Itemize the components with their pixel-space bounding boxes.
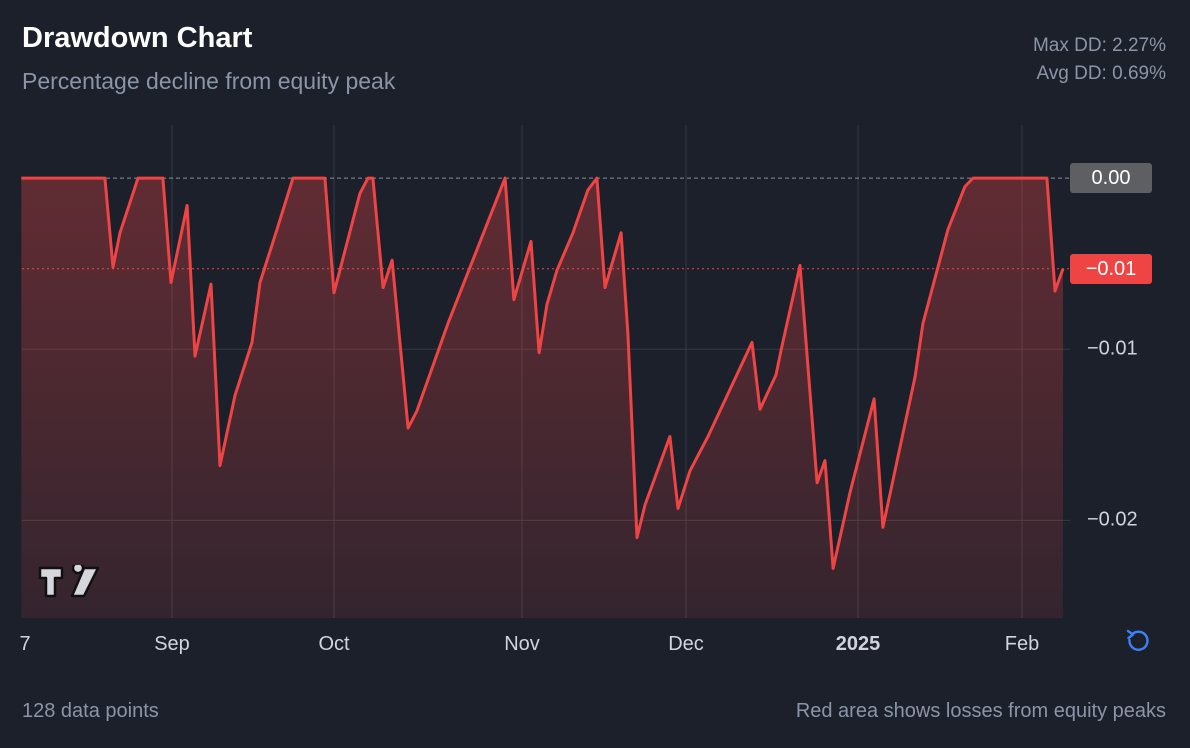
chart-title: Drawdown Chart (22, 22, 253, 54)
chart-subtitle: Percentage decline from equity peak (22, 68, 396, 94)
data-point-count: 128 data points (22, 700, 159, 722)
x-tick-label: Nov (504, 633, 540, 655)
x-tick-label: 7 (19, 633, 31, 655)
drawdown-stats: Max DD: 2.27% Avg DD: 0.69% (1033, 32, 1166, 88)
drawdown-line (21, 176, 1065, 570)
chart-legend-note: Red area shows losses from equity peaks (795, 700, 1166, 722)
x-tick-label: Sep (154, 633, 190, 655)
x-tick-label: Dec (668, 633, 704, 655)
refresh-icon[interactable] (1124, 627, 1152, 655)
y-tick-label: −0.02 (1087, 508, 1138, 531)
drawdown-area (21, 178, 1063, 618)
x-tick-label: 2025 (835, 633, 881, 655)
y-tick-label: −0.01 (1087, 337, 1138, 360)
avg-drawdown-stat: Avg DD: 0.69% (1036, 63, 1166, 84)
peak-value-badge: 0.00 (1070, 163, 1152, 194)
x-tick-label: Feb (1004, 633, 1040, 655)
x-tick-label: Oct (318, 633, 350, 655)
tradingview-logo[interactable] (38, 565, 102, 601)
max-drawdown-stat: Max DD: 2.27% (1032, 35, 1166, 56)
current-value-badge: −0.01 (1070, 253, 1152, 284)
